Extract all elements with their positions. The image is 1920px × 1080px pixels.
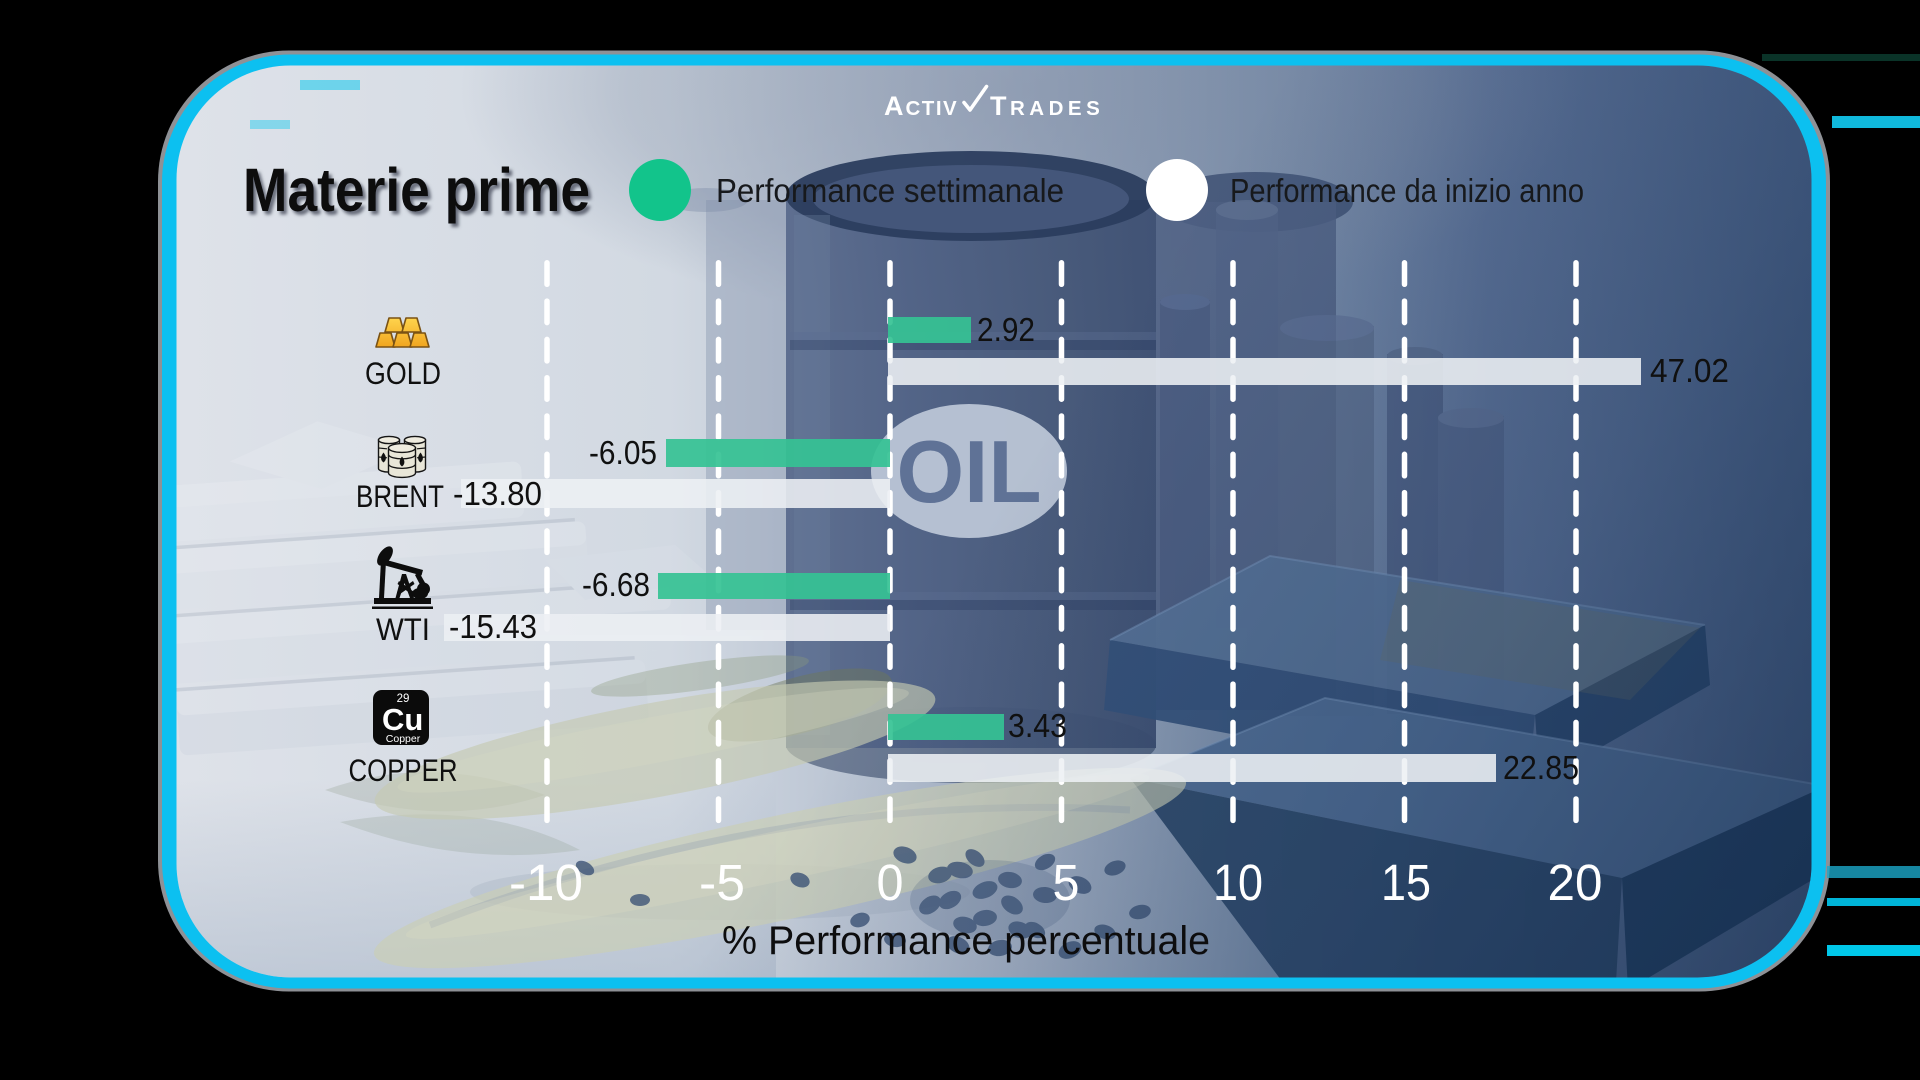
svg-text:22.85: 22.85 [1503, 749, 1579, 786]
svg-text:COPPER: COPPER [349, 752, 458, 788]
svg-text:15: 15 [1381, 854, 1431, 911]
svg-text:29: 29 [397, 693, 410, 705]
svg-text:Performance da inizio anno: Performance da inizio anno [1230, 172, 1584, 209]
svg-text:-10: -10 [509, 854, 583, 911]
svg-text:10: 10 [1213, 854, 1263, 911]
svg-text:3.43: 3.43 [1008, 707, 1067, 744]
svg-text:Performance settimanale: Performance settimanale [716, 172, 1064, 209]
svg-text:20: 20 [1548, 854, 1603, 911]
svg-text:RADES: RADES [1010, 97, 1104, 120]
svg-text:5: 5 [1053, 854, 1080, 911]
svg-text:-6.68: -6.68 [582, 566, 650, 603]
svg-text:GOLD: GOLD [365, 355, 441, 391]
svg-text:-13.80: -13.80 [453, 475, 542, 512]
svg-text:-15.43: -15.43 [449, 608, 537, 645]
svg-text:-5: -5 [699, 854, 745, 911]
svg-text:-6.05: -6.05 [589, 434, 657, 471]
svg-text:0: 0 [877, 854, 904, 911]
svg-text:BRENT: BRENT [356, 478, 444, 514]
svg-text:Materie prime: Materie prime [243, 156, 590, 224]
svg-text:2.92: 2.92 [977, 311, 1035, 348]
svg-text:47.02: 47.02 [1650, 352, 1729, 389]
svg-text:T: T [990, 91, 1007, 121]
svg-text:A: A [884, 91, 904, 121]
svg-text:Cu: Cu [382, 702, 423, 737]
svg-text:Copper: Copper [386, 733, 421, 745]
svg-text:WTI: WTI [376, 611, 430, 647]
svg-text:% Performance percentuale: % Performance percentuale [722, 919, 1210, 963]
svg-text:CTIV: CTIV [906, 97, 959, 120]
